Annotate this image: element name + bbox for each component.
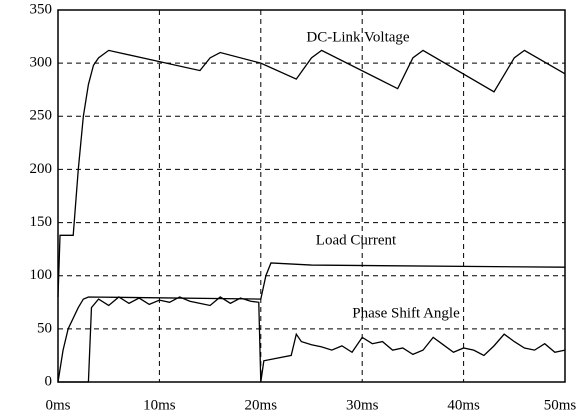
y-tick-label: 150 (30, 214, 53, 230)
x-tick-label: 30ms (346, 397, 379, 413)
y-tick-label: 0 (45, 373, 53, 389)
x-tick-label: 0ms (45, 397, 70, 413)
y-tick-label: 350 (30, 1, 53, 17)
series-line (58, 296, 566, 383)
x-tick-label: 50ms (544, 397, 577, 413)
annotation: DC-Link Voltage (306, 29, 410, 45)
series-line (57, 262, 566, 383)
y-tick-label: 100 (30, 267, 53, 283)
y-tick-label: 250 (30, 108, 53, 124)
annotation: Load Current (316, 232, 397, 248)
y-tick-label: 200 (30, 161, 53, 177)
annotation: Phase Shift Angle (352, 305, 460, 321)
y-tick-label: 300 (30, 55, 53, 71)
x-tick-label: 20ms (245, 397, 278, 413)
x-tick-label: 40ms (447, 397, 480, 413)
series-line (57, 49, 566, 297)
plot-frame (57, 9, 566, 383)
y-tick-label: 50 (37, 320, 52, 336)
x-tick-label: 10ms (143, 397, 176, 413)
